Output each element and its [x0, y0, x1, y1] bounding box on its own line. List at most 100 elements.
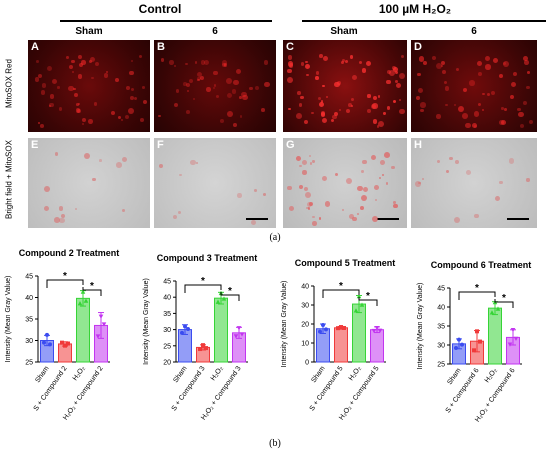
x-tick-label: H₂O₂	[348, 365, 363, 382]
cell-dot	[239, 115, 243, 118]
cell-dot	[360, 170, 364, 173]
data-point	[353, 308, 359, 313]
cell-dot	[71, 59, 75, 64]
y-tick-label: 25	[163, 343, 171, 350]
x-tick-label: Sham	[172, 365, 188, 384]
cell-dot	[356, 213, 359, 216]
cell-dot	[341, 209, 345, 212]
data-point	[324, 327, 328, 332]
x-tick-label: S + Compound 6	[445, 367, 481, 414]
cell-dot	[71, 70, 75, 73]
significance-bracket	[358, 297, 378, 306]
cell-dot	[518, 112, 524, 118]
cell-dot	[158, 114, 161, 118]
bar-chart-compound-6: Intensity (Mean Gray Value) 25 30 35 40 45 Sha…	[417, 283, 522, 424]
significance-star: *	[502, 293, 506, 304]
cell-dot	[122, 208, 126, 212]
scale-bar	[507, 218, 529, 220]
cell-dot	[326, 95, 329, 98]
data-point	[507, 342, 513, 347]
cell-dot	[43, 185, 50, 192]
cell-dot	[378, 176, 381, 180]
cell-dot	[312, 220, 318, 226]
y-tick-label: 45	[163, 279, 171, 286]
panel-letter-g: G	[286, 139, 295, 151]
cell-dot	[114, 78, 119, 83]
cell-dot	[309, 154, 312, 157]
micrograph-h2o2-sham-fluorescence: C	[283, 40, 407, 132]
cell-dot	[140, 117, 145, 122]
column-label-control-sham: Sham	[75, 26, 103, 37]
cell-dot	[121, 156, 128, 163]
micrograph-h2o2-6-fluorescence: D	[411, 40, 537, 132]
data-point	[377, 328, 383, 333]
cell-dot	[98, 159, 102, 162]
cell-dot	[318, 217, 322, 221]
cell-dot	[40, 124, 45, 128]
y-tick-label: 45	[437, 286, 445, 293]
significance-bracket	[220, 292, 240, 301]
group-title-control: Control	[138, 2, 182, 16]
cell-dot	[199, 75, 205, 81]
data-point	[510, 328, 516, 333]
cell-dot	[386, 106, 391, 110]
scale-bar	[377, 218, 399, 220]
y-axis-label: Intensity (Mean Gray Value)	[143, 278, 150, 365]
cell-dot	[485, 64, 491, 70]
cell-dot	[55, 152, 59, 156]
micrograph-control-6-fluorescence: B	[154, 40, 276, 132]
cell-dot	[49, 104, 52, 107]
cell-dot	[361, 195, 368, 202]
data-point	[183, 324, 187, 329]
y-tick-label: 20	[301, 322, 309, 329]
cell-dot	[241, 91, 247, 98]
cell-dot	[288, 107, 291, 111]
cell-dot	[264, 81, 270, 88]
cell-dot	[321, 176, 327, 181]
cell-dot	[308, 201, 314, 206]
micrograph-h2o2-6-brightfield: H	[411, 138, 537, 228]
cell-dot	[334, 81, 340, 88]
cell-dot	[186, 110, 190, 115]
cell-dot	[351, 104, 354, 107]
data-point	[204, 346, 208, 351]
cell-dot	[74, 207, 78, 211]
group-rule-control	[60, 20, 272, 22]
cell-dot	[372, 103, 378, 109]
cell-dot	[216, 94, 220, 98]
cell-dot	[318, 101, 324, 107]
significance-bracket	[82, 287, 102, 296]
data-point	[475, 329, 479, 334]
cell-dot	[303, 119, 309, 125]
cell-dot	[504, 108, 507, 112]
data-point	[374, 326, 380, 331]
cell-dot	[315, 71, 319, 75]
cell-dot	[58, 107, 62, 111]
cell-dot	[373, 95, 378, 100]
cell-dot	[420, 102, 426, 108]
cell-dot	[391, 165, 395, 169]
cell-dot	[468, 80, 475, 86]
cell-dot	[517, 107, 521, 112]
cell-dot	[443, 80, 447, 84]
micrograph-control-sham-fluorescence: A	[28, 40, 150, 132]
bar	[334, 327, 348, 363]
cell-dot	[81, 122, 85, 126]
panel-letter-h: H	[414, 139, 422, 151]
data-point	[478, 339, 482, 344]
cell-dot	[44, 206, 50, 212]
cell-dot	[358, 60, 363, 64]
cell-dot	[37, 74, 42, 79]
cell-dot	[189, 78, 194, 83]
bar	[370, 329, 384, 363]
cell-dot	[321, 117, 328, 124]
y-tick-label: 35	[163, 311, 171, 318]
cell-dot	[305, 63, 311, 69]
cell-dot	[440, 65, 443, 68]
cell-dot	[105, 70, 109, 74]
data-point	[513, 336, 519, 342]
x-tick-label: Sham	[446, 367, 462, 386]
cell-dot	[349, 55, 354, 59]
y-tick-label: 35	[437, 324, 445, 331]
significance-star: *	[475, 283, 479, 294]
